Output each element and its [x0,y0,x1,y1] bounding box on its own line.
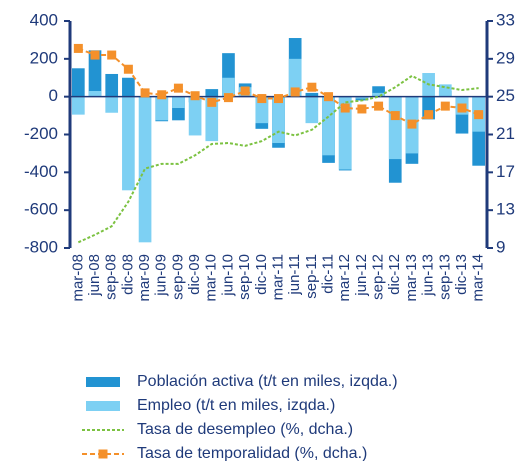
y2-tick-label: 25 [496,86,515,105]
x-tick-label: sep-10 [236,254,253,300]
x-tick-label: sep-12 [370,254,387,300]
y-tick-label: 200 [30,48,58,67]
y2-tick-label: 9 [496,237,505,256]
marker [407,119,417,129]
marker [340,103,350,113]
x-tick-label: mar-10 [203,254,220,302]
marker [90,50,100,60]
legend-label: Tasa de desempleo (%, dcha.) [137,421,353,438]
marker [357,104,367,114]
legend-swatch [86,377,120,387]
x-tick-label: sep-09 [169,254,186,300]
marker [307,82,317,92]
marker [240,86,250,96]
bar [72,96,85,115]
x-tick-label: sep-13 [436,254,453,300]
bar [188,96,202,136]
marker [390,111,400,121]
bar [105,96,119,113]
bar [172,96,185,109]
y2-tick-label: 29 [496,48,515,67]
x-tick-label: dic-09 [186,254,203,295]
bar [438,84,452,97]
marker [274,94,283,104]
marker [457,103,467,113]
x-tick-label: mar-12 [336,254,353,302]
bar [372,86,385,97]
y-tick-label: -600 [24,200,58,219]
y-tick-label: -400 [24,162,58,181]
legend-label: Tasa de temporalidad (%, dcha.) [137,445,367,461]
bar [322,96,335,156]
y-tick-label: 0 [49,86,58,105]
x-tick-label: mar-11 [269,254,286,300]
bar [122,96,135,191]
y-tick-label: 400 [30,10,58,29]
bar [305,96,319,124]
bar [288,58,302,97]
y-tick-label: -800 [24,237,58,256]
bar [155,96,169,121]
marker [223,93,233,103]
marker [157,90,167,100]
line-series [77,74,479,244]
bar [338,96,352,170]
x-tick-label: jun-08 [86,254,103,297]
marker [424,110,434,120]
marker [324,92,334,102]
marker [173,83,183,93]
marker [190,91,200,101]
x-tick-label: jun-11 [286,254,303,296]
x-tick-label: mar-09 [136,254,153,302]
x-tick-label: sep-11 [303,254,320,299]
bar [372,92,385,97]
bar [88,50,102,97]
bar [72,68,85,97]
x-tick-label: mar-13 [403,254,420,302]
marker [107,50,117,60]
marker [257,94,267,104]
x-tick-label: jun-10 [219,254,236,297]
x-tick-label: dic-08 [119,254,136,295]
x-tick-label: dic-10 [253,254,270,295]
y2-tick-label: 21 [496,124,515,143]
legend-marker [98,449,108,459]
marker [474,110,484,120]
bar [305,92,319,97]
y2-tick-label: 13 [496,200,515,219]
x-tick-label: jun-09 [153,254,170,297]
bar [272,96,285,144]
bar [255,96,269,124]
legend-label: Empleo (t/t en miles, izqda.) [137,397,335,414]
marker [440,101,450,111]
bar [88,90,102,97]
marker [290,87,300,97]
bar [222,77,235,97]
bar [388,96,402,160]
marker [140,88,150,98]
x-tick-label: dic-12 [386,254,403,295]
marker [73,43,83,53]
marker [123,64,133,74]
bar [355,96,369,99]
x-tick-label: dic-13 [453,254,470,295]
x-tick-label: jun-13 [420,254,437,297]
bar [105,73,119,97]
y2-tick-label: 33 [496,10,515,29]
marker [374,101,384,111]
y2-tick-label: 17 [496,162,515,181]
bar [205,96,219,142]
y-tick-label: -200 [24,124,58,143]
x-tick-label: mar-08 [69,254,86,302]
x-tick-label: sep-08 [103,254,120,300]
legend-label: Población activa (t/t en miles, izqda.) [137,373,398,390]
legend-swatch [86,401,120,411]
x-tick-label: jun-12 [353,254,370,297]
marker [207,97,217,107]
x-tick-label: mar-14 [470,254,487,302]
bar [205,89,219,97]
bar [122,77,135,97]
x-tick-label: dic-11 [320,254,337,294]
